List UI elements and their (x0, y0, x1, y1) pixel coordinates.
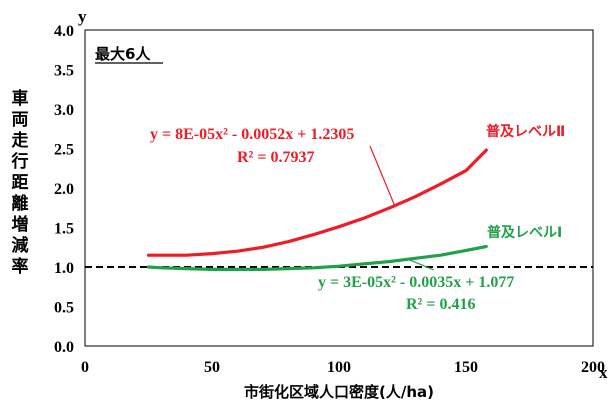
x-axis-label: 市街化区域人口密度(人/ha) (244, 383, 434, 401)
y-tick-label-0: 0.0 (54, 339, 74, 356)
x-tick-label-1: 50 (204, 359, 220, 376)
y-axis-symbol: y (78, 7, 87, 26)
y-tick-label-6: 3.0 (54, 102, 74, 119)
y-tick-labels: 0.0 0.5 1.0 1.5 2.0 2.5 3.0 3.5 4.0 (54, 23, 74, 356)
x-tick-labels: 0 50 100 150 200 (81, 359, 605, 376)
series-1-r-squared: R² = 0.416 (406, 296, 475, 313)
series-1-name: 普及レベルⅠ (487, 224, 562, 241)
series-2-equation: y = 8E-05x² - 0.0052x + 1.2305 (150, 126, 354, 143)
y-tick-label-1: 0.5 (54, 300, 74, 317)
y-tick-label-7: 3.5 (54, 63, 74, 80)
x-tick-label-3: 150 (454, 359, 478, 376)
series-2-leader-line (369, 145, 396, 207)
x-tick-label-0: 0 (81, 359, 89, 376)
panel-label: 最大6人 (95, 45, 151, 63)
plot-area (84, 29, 594, 347)
x-tick-label-2: 100 (327, 359, 351, 376)
y-tick-label-3: 1.5 (54, 221, 74, 238)
leader-lines (369, 145, 435, 271)
y-tick-label-2: 1.0 (54, 260, 74, 277)
y-tick-label-5: 2.5 (54, 142, 74, 159)
series-1-equation: y = 3E-05x² - 0.0035x + 1.077 (318, 274, 514, 291)
series-2-r-squared: R² = 0.7937 (237, 149, 314, 166)
series-line-2 (146, 244, 488, 271)
series-1-leader-line (407, 258, 435, 271)
x-axis-symbol: x (599, 363, 608, 382)
series-2-name: 普及レベルⅡ (486, 123, 565, 140)
y-tick-label-8: 4.0 (54, 23, 74, 40)
y-axis-label: 車両走行距離増減率 (11, 88, 29, 277)
x-tick-label-4: 200 (581, 359, 605, 376)
y-tick-label-4: 2.0 (54, 181, 74, 198)
series-line-1 (146, 148, 488, 257)
series-layer (146, 148, 488, 271)
